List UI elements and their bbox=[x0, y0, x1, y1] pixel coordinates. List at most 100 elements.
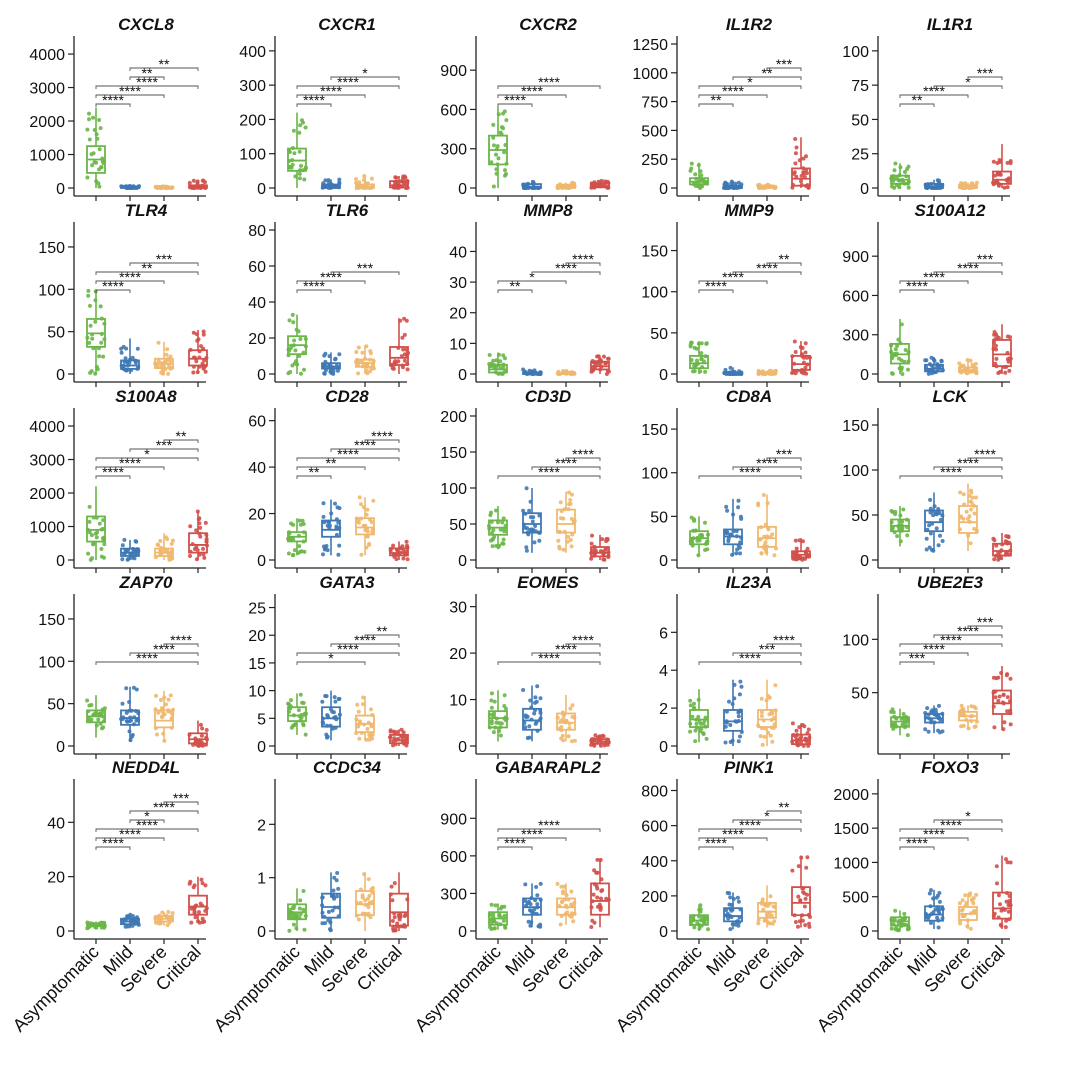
data-point bbox=[400, 335, 405, 340]
data-point bbox=[491, 122, 496, 127]
data-point bbox=[694, 721, 699, 726]
box-critical bbox=[388, 539, 410, 562]
significance-label: **** bbox=[136, 650, 158, 666]
significance-label: *** bbox=[156, 251, 173, 267]
data-point bbox=[1008, 676, 1013, 681]
data-point bbox=[794, 174, 799, 179]
box-critical bbox=[589, 733, 611, 748]
significance-label: **** bbox=[722, 83, 744, 99]
significance-bracket bbox=[163, 643, 199, 647]
y-tick-label: 250 bbox=[641, 152, 668, 169]
data-point bbox=[688, 703, 693, 708]
data-point bbox=[973, 724, 978, 729]
box-asymptomatic bbox=[688, 689, 709, 744]
box-critical bbox=[991, 855, 1013, 930]
data-point bbox=[902, 911, 907, 916]
data-point bbox=[790, 721, 795, 726]
data-point bbox=[703, 520, 707, 525]
data-point bbox=[297, 176, 302, 181]
data-point bbox=[793, 538, 798, 543]
y-tick-label: 600 bbox=[440, 849, 467, 866]
data-point bbox=[931, 910, 936, 915]
box-asymptomatic bbox=[889, 319, 911, 376]
significance-bracket bbox=[364, 634, 400, 638]
iqr-box bbox=[590, 882, 610, 916]
y-tick-label: 50 bbox=[851, 508, 869, 525]
y-tick-label: 150 bbox=[440, 445, 467, 462]
box-mild bbox=[722, 365, 744, 376]
y-tick-label: 500 bbox=[842, 890, 869, 907]
panel-title: CXCR1 bbox=[318, 15, 376, 34]
data-point bbox=[566, 534, 571, 539]
significance-label: **** bbox=[538, 74, 560, 90]
box-critical bbox=[991, 144, 1013, 190]
significance-bracket bbox=[698, 828, 802, 832]
data-point bbox=[120, 557, 125, 562]
data-point bbox=[356, 345, 361, 350]
data-point bbox=[201, 178, 206, 183]
data-point bbox=[391, 743, 395, 748]
data-point bbox=[701, 359, 706, 364]
data-point bbox=[123, 356, 128, 361]
data-point bbox=[122, 537, 127, 542]
data-point bbox=[934, 895, 939, 900]
panel-title: S100A12 bbox=[915, 201, 986, 220]
data-point bbox=[600, 537, 605, 542]
data-point bbox=[502, 150, 507, 155]
data-point bbox=[166, 910, 171, 914]
box-asymptomatic bbox=[689, 903, 710, 932]
box-severe bbox=[958, 703, 979, 731]
data-point bbox=[303, 125, 308, 130]
data-point bbox=[133, 539, 138, 544]
data-point bbox=[291, 320, 296, 325]
data-point bbox=[590, 533, 594, 538]
data-point bbox=[970, 898, 975, 903]
data-point bbox=[331, 888, 336, 893]
y-tick-label: 10 bbox=[449, 336, 467, 353]
data-point bbox=[389, 884, 394, 889]
significance-bracket bbox=[129, 652, 199, 656]
data-point bbox=[300, 518, 305, 523]
significance-bracket bbox=[565, 643, 601, 647]
data-point bbox=[701, 732, 706, 736]
box-severe bbox=[153, 184, 175, 190]
panel-title: ZAP70 bbox=[119, 573, 173, 592]
x-category-label: Asymptomatic bbox=[210, 942, 304, 1036]
data-point bbox=[994, 356, 999, 361]
significance-bracket bbox=[497, 289, 533, 293]
data-point bbox=[924, 536, 929, 541]
significance-label: **** bbox=[773, 632, 795, 648]
data-point bbox=[86, 551, 91, 556]
panel-title: CCDC34 bbox=[313, 758, 382, 777]
box-severe bbox=[555, 881, 577, 927]
data-point bbox=[589, 541, 594, 546]
data-point bbox=[601, 734, 606, 739]
data-point bbox=[198, 722, 203, 727]
data-point bbox=[727, 902, 732, 907]
significance-label: *** bbox=[776, 446, 793, 462]
data-point bbox=[569, 544, 574, 549]
box-critical bbox=[790, 721, 812, 748]
data-point bbox=[534, 885, 539, 889]
data-point bbox=[991, 159, 996, 164]
data-point bbox=[1007, 368, 1012, 373]
data-point bbox=[970, 495, 975, 500]
data-point bbox=[772, 553, 777, 558]
data-point bbox=[367, 542, 372, 546]
data-point bbox=[892, 917, 897, 922]
data-point bbox=[101, 725, 106, 730]
data-point bbox=[937, 899, 942, 904]
data-point bbox=[301, 907, 306, 912]
data-point bbox=[200, 726, 205, 731]
data-point bbox=[1008, 161, 1013, 166]
iqr-box bbox=[321, 892, 341, 919]
data-point bbox=[492, 926, 497, 931]
data-point bbox=[87, 340, 92, 345]
significance-label: **** bbox=[504, 92, 526, 108]
data-point bbox=[166, 697, 171, 702]
significance-bracket bbox=[732, 819, 802, 823]
data-point bbox=[91, 115, 96, 120]
